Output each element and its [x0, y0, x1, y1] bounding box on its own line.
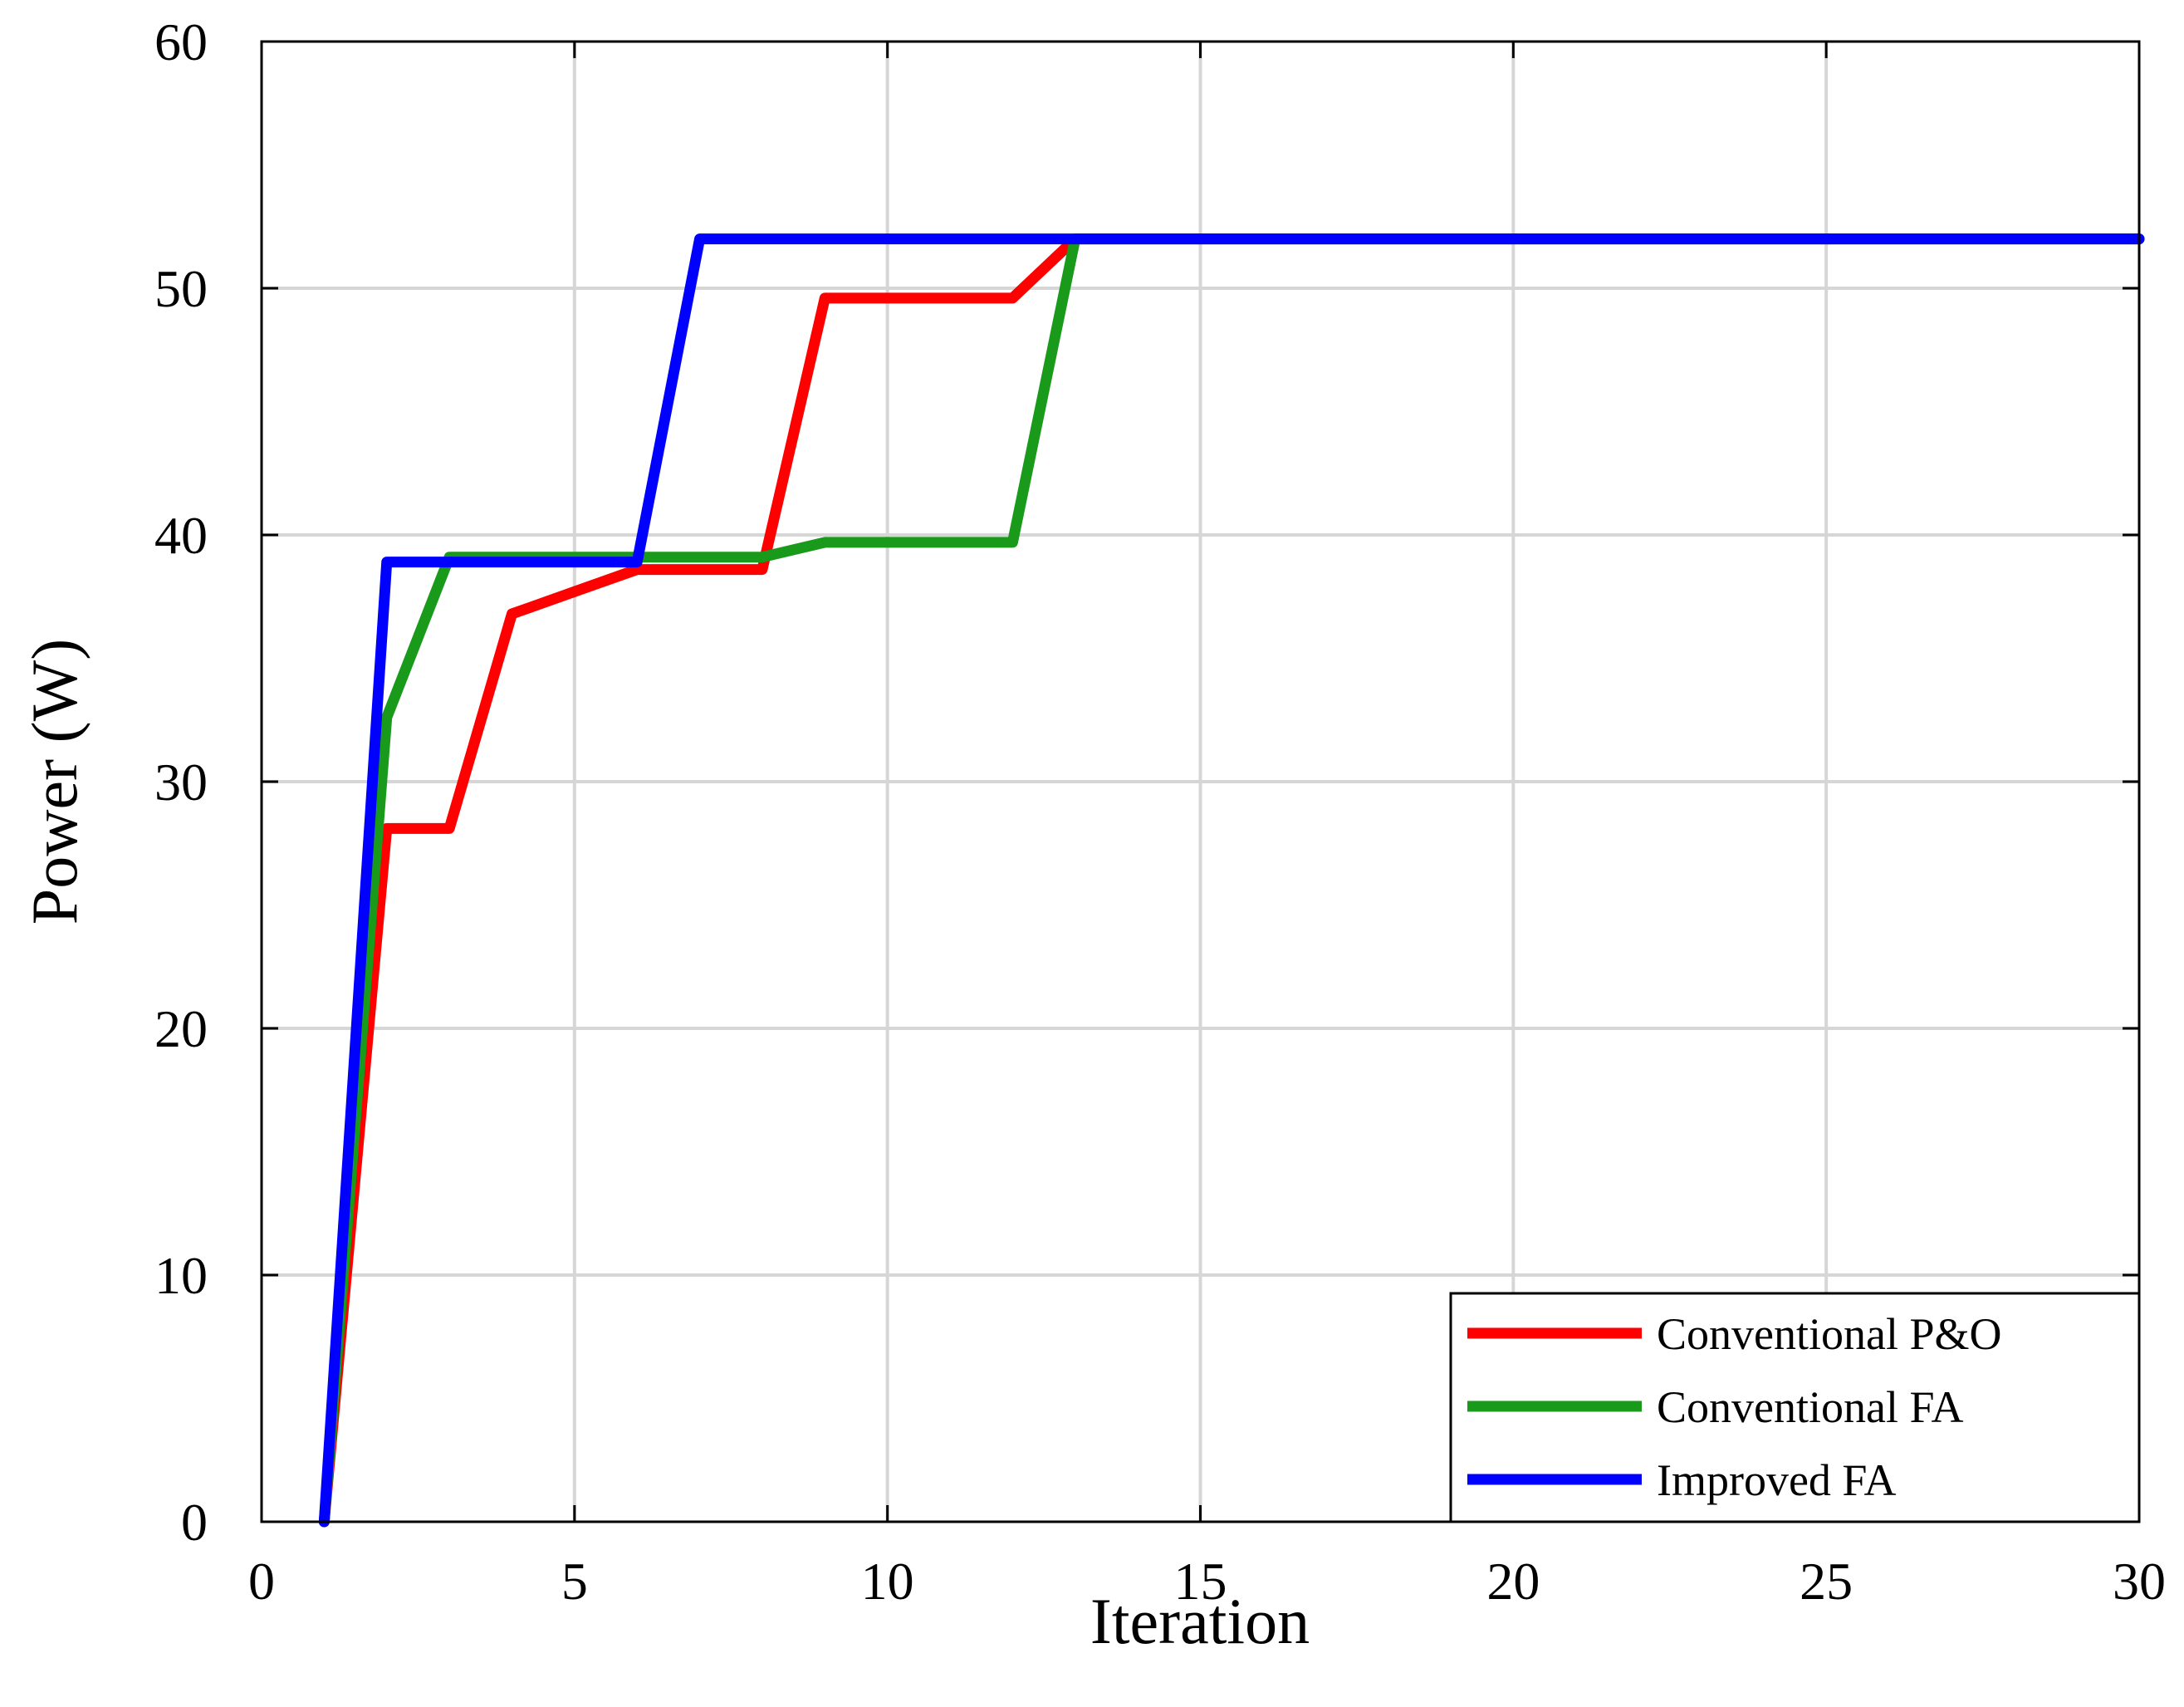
plot-area-frame — [260, 40, 2141, 1523]
y-tick-label: 50 — [154, 259, 208, 318]
y-tick-label: 10 — [154, 1246, 208, 1305]
legend-entry: Improved FA — [1467, 1455, 1896, 1505]
grid-lines — [262, 42, 2139, 1522]
y-axis-title: Power (W) — [18, 639, 91, 925]
y-tick-label: 40 — [154, 506, 208, 565]
legend: Conventional P&O Conventional FA Improved … — [1449, 1292, 2141, 1523]
x-tick-label: 20 — [1486, 1552, 1540, 1611]
y-tick-label: 20 — [154, 999, 208, 1058]
x-tick-label: 30 — [2113, 1552, 2166, 1611]
x-tick-label: 10 — [861, 1552, 914, 1611]
y-tick-label: 0 — [181, 1493, 208, 1552]
data-series — [318, 233, 2145, 1528]
legend-entry: Conventional FA — [1467, 1382, 1963, 1432]
legend-label: Conventional P&O — [1657, 1309, 2002, 1359]
x-tick-label: 25 — [1800, 1552, 1853, 1611]
series-2 — [318, 233, 2145, 1528]
legend-items: Conventional P&O Conventional FA Improved … — [1467, 1309, 2002, 1505]
series-line — [318, 233, 2145, 1528]
legend-label: Conventional FA — [1657, 1382, 1963, 1432]
x-tick-label: 15 — [1174, 1552, 1227, 1611]
y-tick-label: 30 — [154, 753, 208, 812]
legend-label: Improved FA — [1657, 1455, 1896, 1505]
legend-entry: Conventional P&O — [1467, 1309, 2002, 1359]
x-tick-label: 0 — [248, 1552, 275, 1611]
x-axis-title: Iteration — [1090, 1585, 1310, 1657]
tick-labels: 0 5 10 15 20 25 30 0 10 20 30 40 50 60 — [154, 12, 2166, 1611]
x-tick-label: 5 — [561, 1552, 588, 1611]
y-tick-label: 60 — [154, 12, 208, 71]
